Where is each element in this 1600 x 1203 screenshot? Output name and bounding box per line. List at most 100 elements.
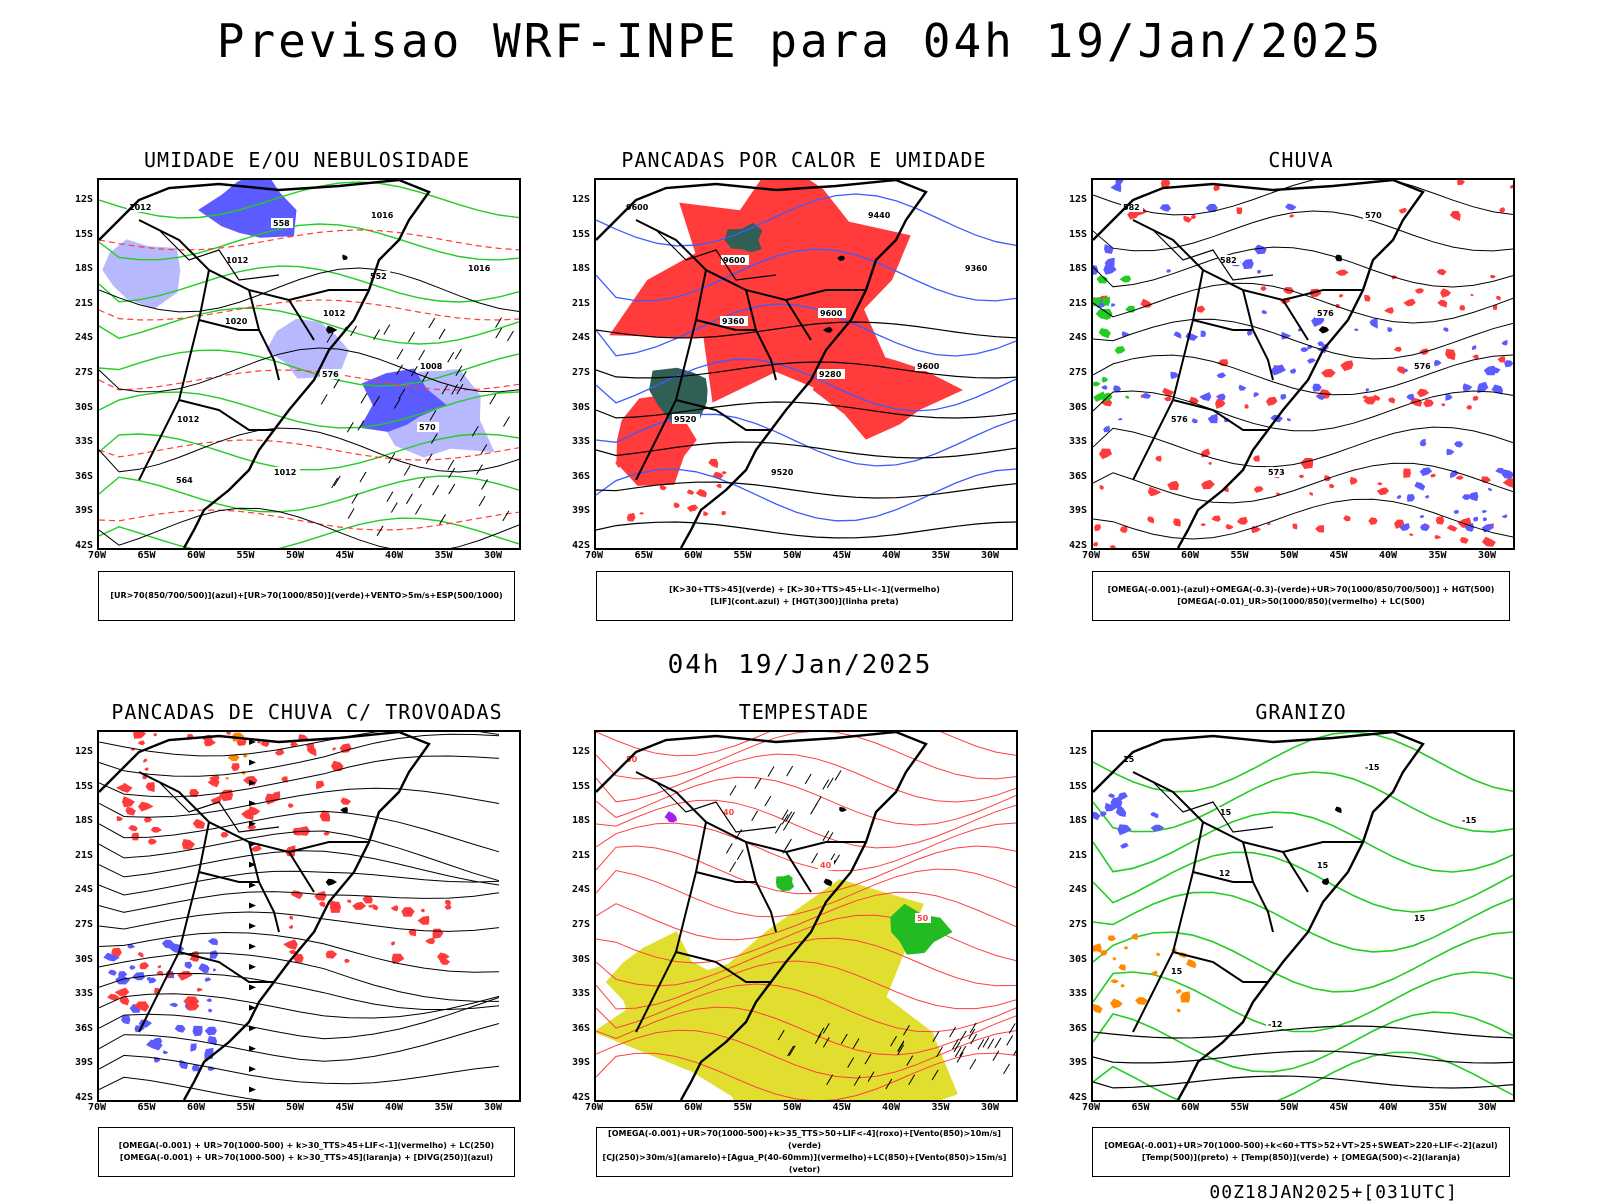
omega-blue <box>1115 180 1124 186</box>
rain-red <box>1147 486 1162 497</box>
storm-red <box>177 970 193 981</box>
wind-vector <box>447 352 455 363</box>
lat-tick-label: 12S <box>74 194 93 205</box>
wind-vector <box>396 348 404 360</box>
country-border <box>1242 289 1274 381</box>
flow-arrowhead <box>249 820 256 827</box>
wind-vector <box>503 416 510 427</box>
map-layers: 50 40 40 50 <box>596 732 1016 1100</box>
storm-red <box>368 904 373 908</box>
rain-red <box>1403 298 1416 307</box>
wind-vector <box>814 1033 822 1044</box>
instability-red <box>626 512 636 522</box>
rain-red <box>1384 307 1394 314</box>
omega500-orange <box>1110 998 1123 1009</box>
lon-tick-label: 50W <box>1279 550 1299 561</box>
rain-red <box>1459 305 1466 311</box>
rain-red <box>1183 215 1192 223</box>
lat-tick-label: 27S <box>1068 367 1087 378</box>
panel-title: GRANIZO <box>1255 700 1347 724</box>
instability-red <box>686 489 695 495</box>
wind-vector <box>897 1044 905 1056</box>
country-border <box>1172 951 1268 983</box>
rain-red <box>1440 288 1452 298</box>
wind-vector <box>725 843 733 854</box>
omega-blue <box>1103 425 1111 433</box>
wind-vector <box>788 1045 796 1056</box>
flow-arrowhead <box>249 1086 256 1093</box>
country-border <box>785 841 866 853</box>
lif-contour <box>596 468 1016 522</box>
storm-red <box>408 928 417 937</box>
wind-vector <box>785 811 793 822</box>
lat-tick-label: 33S <box>74 436 93 448</box>
wind-vector <box>333 377 341 389</box>
omega500-orange <box>1131 933 1138 940</box>
omega-blue <box>1481 510 1487 514</box>
storm-red <box>147 838 157 845</box>
omega-blue <box>1205 204 1218 212</box>
country-border <box>1132 771 1309 893</box>
wind-vector <box>388 453 396 464</box>
country-border <box>138 219 315 341</box>
lon-tick-label: 50W <box>1279 1102 1299 1113</box>
wind-vector <box>811 852 819 864</box>
storm-red <box>138 1006 142 1010</box>
lake-mark <box>839 806 847 812</box>
country-border <box>198 319 259 331</box>
omega-blue <box>1501 339 1508 346</box>
wind-vector <box>456 383 464 395</box>
storm-red <box>444 899 452 906</box>
wind-vector <box>890 1036 897 1047</box>
wind-vector <box>405 493 413 505</box>
storm-red <box>401 907 415 917</box>
precip-water-contour <box>596 891 1016 941</box>
storm-red <box>325 950 338 959</box>
lon-tick-label: 40W <box>384 550 404 561</box>
lif-contour <box>596 358 1016 412</box>
lon-tick-label: 70W <box>87 1102 107 1113</box>
wind-vector <box>903 1025 910 1036</box>
humidity-light-blue <box>102 239 181 309</box>
storm-red <box>331 760 344 772</box>
wind-vector <box>398 388 406 400</box>
omega-blue <box>1286 417 1292 422</box>
coastline <box>1093 180 1425 548</box>
country-border <box>635 821 707 1033</box>
lat-tick-label: 36S <box>571 1022 590 1034</box>
contour-label: 9600 <box>626 203 649 212</box>
omega-green <box>1114 346 1126 354</box>
contour-label-bg <box>915 913 931 923</box>
omega-blue <box>1424 494 1430 499</box>
omega-blue <box>1399 523 1410 531</box>
divergence-blue <box>179 1059 189 1070</box>
state-border <box>655 781 777 833</box>
wind-vector <box>781 809 789 820</box>
contour-label-bg <box>721 255 749 265</box>
wind-vector <box>476 464 483 475</box>
pressure-contour <box>99 427 519 473</box>
wind-vector <box>333 475 341 487</box>
lat-tick-label: 24S <box>1068 884 1087 896</box>
contour-label-bg <box>817 369 845 379</box>
wind-vector <box>822 830 830 841</box>
lon-tick-label: 35W <box>434 550 453 561</box>
lat-tick-label: 30S <box>571 401 590 413</box>
rain-red <box>1455 475 1464 480</box>
lat-tick-label: 30S <box>74 953 93 965</box>
coastline <box>99 732 431 1100</box>
contour-label: 1012 <box>274 468 296 477</box>
wind-vector <box>897 1041 905 1053</box>
contour-label-bg <box>818 860 834 870</box>
wind-vector <box>480 444 488 455</box>
instability-red <box>721 511 726 516</box>
lon-tick-label: 70W <box>87 550 107 561</box>
map-canvas: 582 582 576 576 576 573 570 <box>1093 180 1513 548</box>
rain-red <box>1457 180 1465 186</box>
rain-red <box>1398 207 1407 214</box>
hgt500-contour <box>1093 318 1513 360</box>
rain-red <box>1160 180 1171 188</box>
omega500-orange <box>1118 964 1126 971</box>
divergence-blue <box>174 1024 186 1033</box>
precip-water-contour <box>596 983 1016 1033</box>
